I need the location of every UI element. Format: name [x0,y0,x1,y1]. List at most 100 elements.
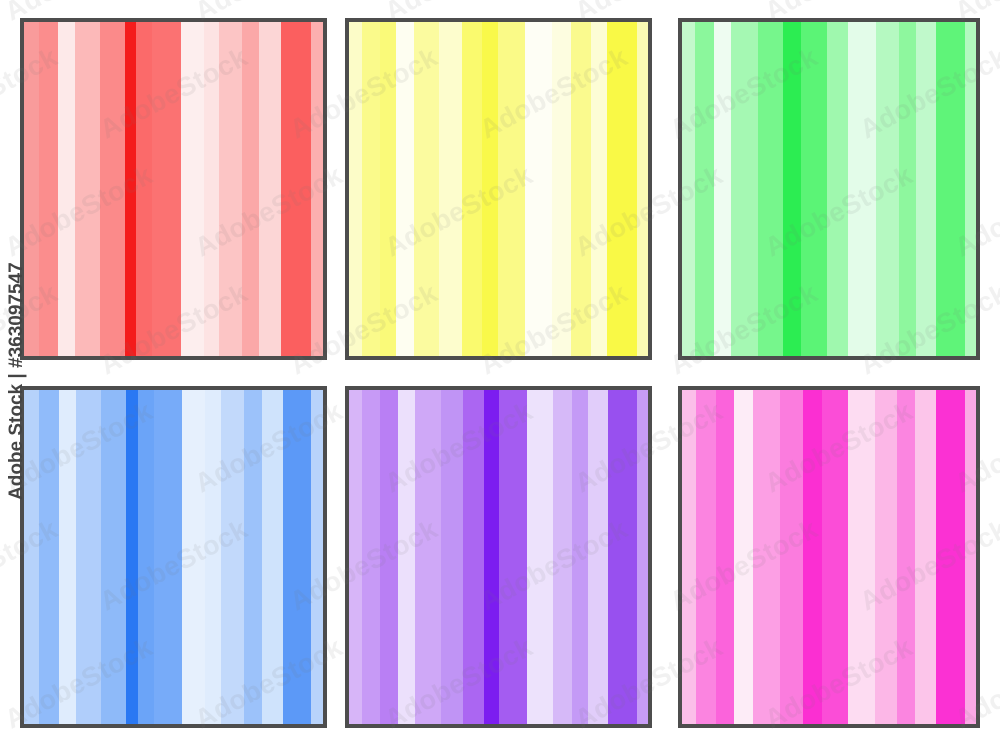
color-stripe [58,22,75,356]
color-stripe [713,22,732,356]
stripe-group [349,390,648,724]
color-stripe [362,390,380,724]
color-stripe [935,22,966,356]
color-stripe [551,22,571,356]
color-stripe [571,390,589,724]
color-stripe [379,390,398,724]
color-stripe [439,22,462,356]
color-stripe [965,390,976,724]
color-stripe [349,22,363,356]
color-stripe [800,22,827,356]
color-stripe [396,22,415,356]
color-stripe [826,22,848,356]
color-stripe [221,390,245,724]
color-stripe [935,390,966,724]
color-stripe [282,390,312,724]
color-stripe [75,390,102,724]
stripe-group [682,390,976,724]
color-stripe [694,22,714,356]
color-stripe [731,22,759,356]
color-stripe [803,390,822,724]
color-stripe [280,22,312,356]
color-stripe [588,390,609,724]
magenta-swatch-panel [678,386,980,728]
color-stripe [914,390,936,724]
color-stripe [180,22,205,356]
green-swatch-panel [678,18,980,360]
color-stripe [397,390,416,724]
color-stripe [498,390,527,724]
color-stripe [682,22,695,356]
color-stripe [847,390,875,724]
color-stripe [125,22,136,356]
color-stripe [311,390,323,724]
color-stripe [135,22,153,356]
red-swatch-panel [20,18,327,360]
color-stripe [716,390,734,724]
color-stripe [462,390,484,724]
color-stripe [138,390,155,724]
color-stripe [696,390,717,724]
color-stripe [608,390,637,724]
stripe-group [349,22,648,356]
color-stripe [415,390,441,724]
stripe-group [24,22,323,356]
color-stripe [259,22,281,356]
color-stripe [682,390,697,724]
color-stripe [74,22,101,356]
color-stripe [414,22,440,356]
color-stripe [570,22,591,356]
color-stripe [241,22,260,356]
color-stripe [526,390,554,724]
color-stripe [100,22,126,356]
color-stripe [204,22,220,356]
color-stripe [525,22,552,356]
color-stripe [874,390,898,724]
color-stripe [219,22,242,356]
color-stripe [440,390,463,724]
color-stripe [244,390,262,724]
color-stripe [39,390,59,724]
color-stripe [39,22,59,356]
color-stripe [897,390,915,724]
color-stripe [125,390,139,724]
color-stripe [553,390,572,724]
color-stripe [483,390,499,724]
color-stripe [607,22,637,356]
color-stripe [590,22,608,356]
color-stripe [205,390,222,724]
color-stripe [636,22,648,356]
yellow-swatch-panel [345,18,652,360]
color-stripe [379,22,397,356]
color-stripe [182,390,206,724]
color-stripe [311,22,323,356]
watermark-stock-id: Adobe Stock | #363097547 [6,262,27,500]
color-stripe [101,390,126,724]
color-stripe [24,390,39,724]
color-stripe [497,22,526,356]
color-stripe [152,22,181,356]
color-stripe [875,22,900,356]
color-stripe [752,390,780,724]
color-stripe [636,390,648,724]
color-stripe [261,390,283,724]
blue-swatch-panel [20,386,327,728]
stripe-group [682,22,976,356]
color-stripe [154,390,183,724]
color-stripe [965,22,976,356]
color-stripe [362,22,380,356]
color-stripe [783,22,801,356]
stripe-group [24,390,323,724]
color-stripe [24,22,40,356]
color-stripe [349,390,363,724]
color-stripe [899,22,916,356]
color-stripe [821,390,848,724]
purple-swatch-panel [345,386,652,728]
color-stripe [847,22,876,356]
color-stripe [58,390,76,724]
color-stripe [779,390,804,724]
color-stripe [482,22,498,356]
color-stripe [915,22,936,356]
color-stripe [758,22,784,356]
